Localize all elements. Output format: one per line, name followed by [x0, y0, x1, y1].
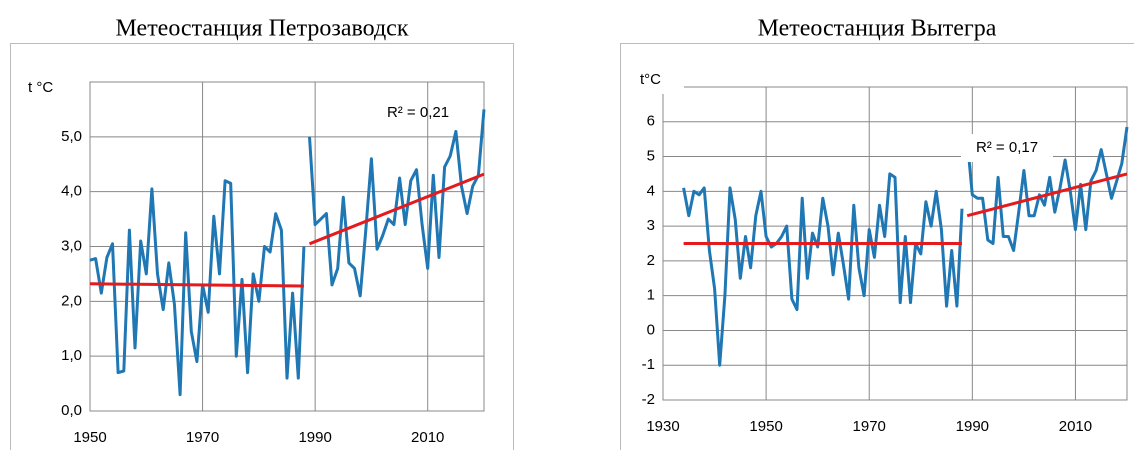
- data-line: [308, 109, 486, 298]
- y-tick-label: 3,0: [61, 237, 82, 254]
- chart-frame: [620, 43, 1134, 450]
- y-label-bg: [636, 66, 684, 94]
- x-tick-label: 1970: [853, 418, 886, 435]
- y-axis-label: t°C: [640, 71, 661, 88]
- y-tick-label: -1: [642, 356, 655, 373]
- data-line: [89, 179, 306, 397]
- chart-title: Метеостанция Вытегра: [758, 16, 997, 42]
- y-tick-label: 2,0: [61, 292, 82, 309]
- x-tick-label: 1950: [749, 418, 782, 435]
- y-tick-label: 5: [647, 148, 655, 165]
- x-tick-label: 2010: [1059, 418, 1092, 435]
- trend-line: [308, 172, 485, 246]
- x-tick-label: 1970: [186, 429, 219, 446]
- y-tick-label: -2: [642, 391, 655, 408]
- chart-title: Метеостанция Петрозаводск: [116, 16, 409, 42]
- annotation-bg: [961, 134, 1053, 162]
- x-tick-label: 1990: [956, 418, 989, 435]
- chart-frame: [10, 43, 514, 450]
- x-tick-label: 1950: [73, 429, 106, 446]
- y-tick-label: 1,0: [61, 347, 82, 364]
- x-tick-label: 1930: [646, 418, 679, 435]
- y-axis-label: t °C: [28, 79, 53, 96]
- data-line: [965, 126, 1129, 252]
- y-tick-label: 5,0: [61, 128, 82, 145]
- y-tick-label: 4,0: [61, 183, 82, 200]
- y-tick-label: 1: [647, 287, 655, 304]
- trend-line: [89, 282, 304, 288]
- y-tick-label: 3: [647, 217, 655, 234]
- annotation: R² = 0,21: [387, 104, 449, 121]
- x-tick-label: 1990: [298, 429, 331, 446]
- trend-line: [966, 172, 1128, 218]
- y-tick-label: 6: [647, 113, 655, 130]
- y-tick-label: 0: [647, 321, 655, 338]
- x-tick-label: 2010: [411, 429, 444, 446]
- y-tick-label: 4: [647, 182, 655, 199]
- y-tick-label: 0,0: [61, 402, 82, 419]
- y-tick-label: 2: [647, 252, 655, 269]
- annotation: R² = 0,17: [976, 139, 1038, 156]
- y-label-bg: [24, 74, 72, 102]
